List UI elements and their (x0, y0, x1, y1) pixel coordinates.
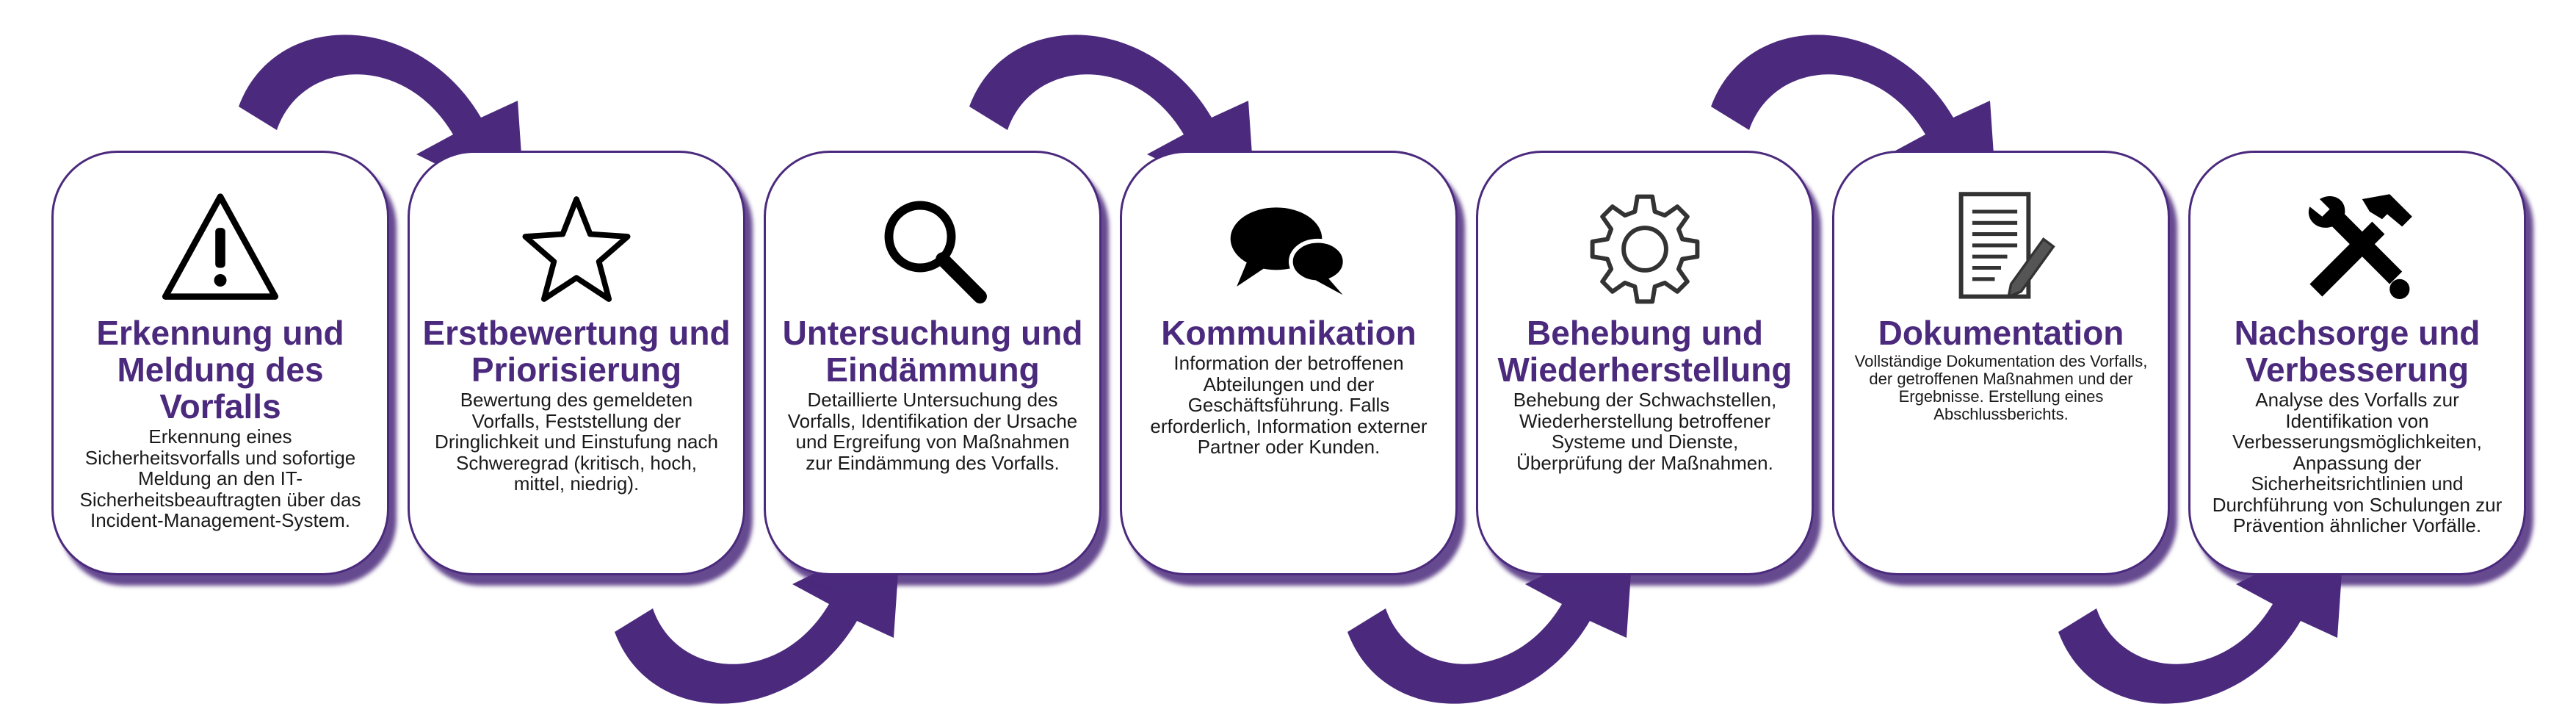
step-title: Behebung und Wiederherstellung (1497, 314, 1792, 389)
star-icon (503, 184, 650, 315)
warning-icon (147, 184, 294, 315)
gear-icon (1571, 184, 1718, 315)
step-title: Kommunikation (1161, 314, 1417, 352)
step-card-detection: Erkennung und Meldung des Vorfalls Erken… (51, 151, 389, 575)
step-description: Information der betroffenen Abteilungen … (1150, 352, 1428, 458)
step-card-communication: Kommunikation Information der betroffene… (1120, 151, 1458, 575)
step-card-assessment: Erstbewertung und Priorisierung Bewertun… (408, 151, 745, 575)
step-card-investigation: Untersuchung und Eindämmung Detaillierte… (764, 151, 1101, 575)
step-description: Behebung der Schwachstellen, Wiederherst… (1513, 389, 1777, 474)
step-title: Erkennung und Meldung des Vorfalls (96, 314, 344, 425)
step-title: Untersuchung und Eindämmung (782, 314, 1083, 389)
step-description: Detaillierte Untersuchung des Vorfalls, … (787, 389, 1078, 474)
step-description: Bewertung des gemeldeten Vorfalls, Fests… (435, 389, 718, 495)
tools-icon (2284, 184, 2431, 315)
magnifier-icon (859, 184, 1006, 315)
step-title: Erstbewertung und Priorisierung (422, 314, 731, 389)
step-card-documentation: Dokumentation Vollständige Dokumentation… (1832, 151, 2170, 575)
step-description: Erkennung eines Sicherheitsvorfalls und … (79, 425, 361, 531)
step-card-recovery: Behebung und Wiederherstellung Behebung … (1476, 151, 1814, 575)
step-title: Dokumentation (1878, 314, 2124, 352)
step-description: Analyse des Vorfalls zur Identifikation … (2212, 389, 2503, 536)
step-card-follow-up: Nachsorge und Verbesserung Analyse des V… (2188, 151, 2526, 575)
step-title: Nachsorge und Verbesserung (2234, 314, 2481, 389)
step-description: Vollständige Dokumentation des Vorfalls,… (1854, 352, 2148, 423)
document-pen-icon (1928, 184, 2074, 315)
speech-bubbles-icon (1215, 184, 1362, 315)
